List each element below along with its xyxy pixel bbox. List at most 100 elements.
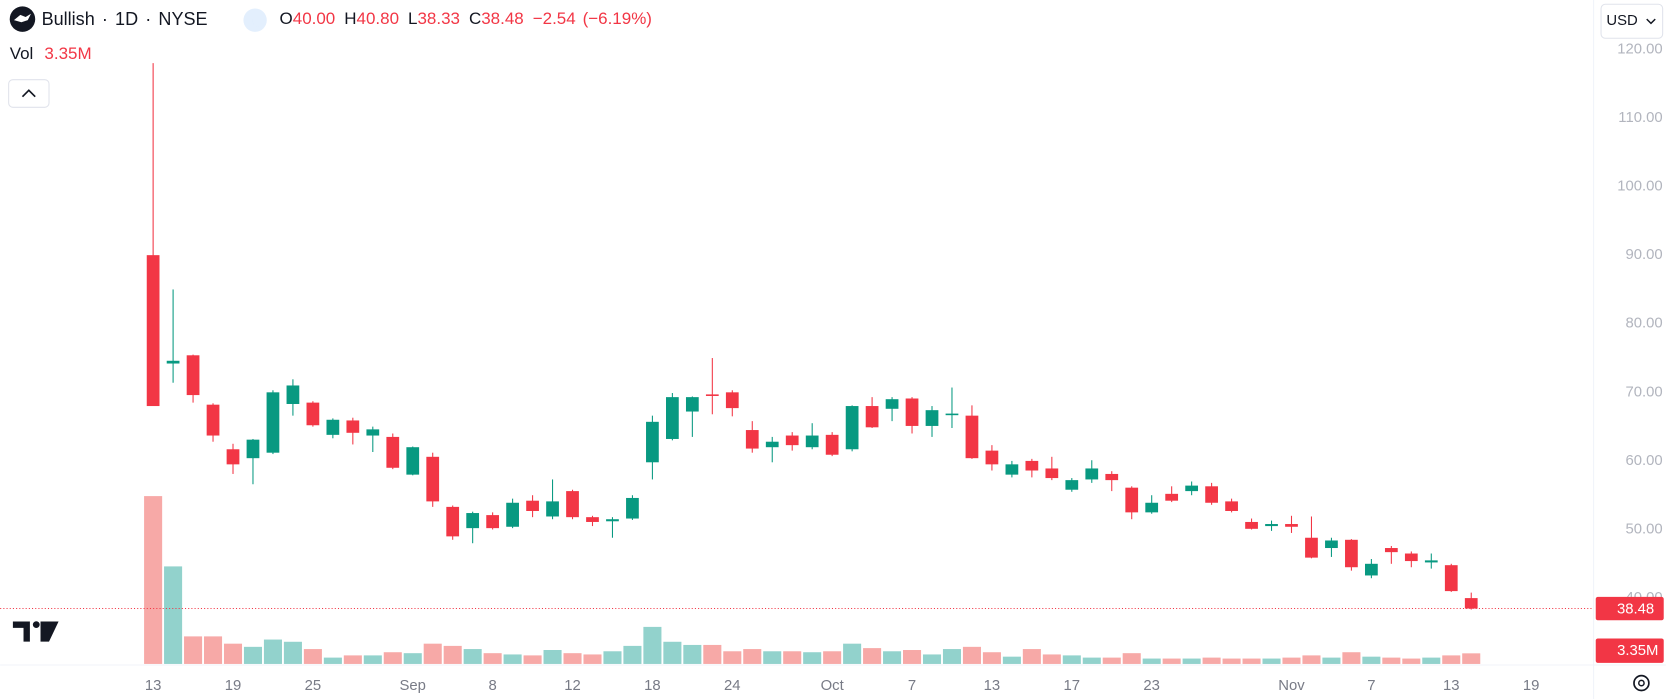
candle-body [785,435,799,446]
volume-bar [1242,658,1261,664]
volume-bar [1122,653,1141,664]
y-tick-label: 110.00 [1618,110,1662,126]
volume-bar [643,626,662,664]
volume-bar [303,649,322,664]
candle-body [186,355,200,396]
x-tick-label: 23 [1143,678,1160,694]
volume-bar [543,650,562,664]
volume-bar [1182,658,1201,664]
tv-logo[interactable] [12,621,59,642]
x-tick-label: Sep [400,678,426,694]
volume-bar [1162,658,1181,664]
x-tick-label: 13 [145,678,162,694]
candle-body [985,450,999,465]
volume-bar [383,652,402,664]
candle-body [306,402,320,426]
symbol-line[interactable]: Bullish · 1D · NYSE [42,9,208,29]
candle-body [526,500,539,511]
volume-bar [323,657,342,664]
candle-body [666,397,679,439]
volume-bar [883,651,902,664]
volume-bar [1322,657,1341,664]
y-tick-label: 50.00 [1625,521,1662,537]
y-tick-label: 90.00 [1625,247,1662,263]
volume-bar [922,654,942,664]
candle-body [426,456,440,502]
candle-body [266,392,280,453]
volume-bar [343,655,362,664]
x-tick-label: 7 [1367,678,1375,694]
candle-body [745,430,759,449]
volume-bar [204,636,223,664]
session-icon[interactable] [243,8,267,32]
volume-bar [1142,658,1161,664]
volume-bar [363,655,382,664]
x-tick-label: 13 [984,678,1001,694]
volume-bar [503,654,522,664]
x-tick-label: 17 [1064,678,1081,694]
volume-bar [1222,658,1241,664]
candle-body [366,429,380,436]
settings-icon[interactable] [1633,674,1650,692]
volume-bar [1102,657,1121,664]
x-tick-label: 19 [1523,678,1540,694]
candle-body [646,421,659,463]
ohlc-readout: O40.00 H40.80 L38.33 C38.48 −2.54 (−6.19… [280,10,652,29]
volume-bar [1042,654,1061,664]
separator: · [102,9,108,29]
candle-body [1105,473,1119,481]
volume-bar [583,654,602,664]
candle-body [506,502,519,527]
x-tick-label: 7 [908,678,916,694]
candle-body [1424,560,1438,563]
volume-bar [423,643,442,664]
settings-icon-center [1638,679,1645,687]
volume-bar [563,653,582,664]
volume-bar [164,566,183,664]
interval[interactable]: 1D [115,9,138,29]
y-tick-label: 70.00 [1625,384,1662,400]
candle-body [326,419,340,435]
candle-body [765,441,779,448]
volume-bar [223,643,243,664]
volume-bar [843,643,862,664]
volume-bar [1022,649,1041,664]
candle-body [1085,468,1099,480]
candle-body [1345,539,1358,568]
x-tick-label: 13 [1443,678,1460,694]
close-key: C [469,10,481,29]
symbol[interactable]: Bullish [42,9,95,29]
exchange[interactable]: NYSE [158,9,207,29]
currency-button[interactable] [1600,3,1664,39]
volume-bar [903,650,922,664]
volume-bar [663,641,682,664]
candle-body [1365,563,1378,576]
open-value: 40.00 [293,10,336,29]
volume-bar [1442,655,1461,664]
collapse-button[interactable] [8,79,50,108]
logo-mark [13,13,31,23]
change: −2.54 [533,10,576,29]
volume-bar [1062,655,1081,664]
last-volume-label: 3.35M [1617,643,1658,659]
x-tick-label: Oct [821,678,845,694]
candle-body [586,517,599,522]
volume-bar [703,644,722,664]
volume-bar [623,645,642,664]
candle-body [1325,540,1338,549]
candle-body [1305,537,1318,558]
volume-bar [743,649,762,664]
volume-bar [763,651,782,664]
volume-bar [1282,657,1301,664]
volume-bar [1302,655,1321,664]
candle-body [805,435,819,448]
x-tick-label: 8 [489,678,497,694]
candle-body [845,406,859,450]
candle-body [1245,521,1258,529]
candle-body [1265,524,1278,527]
volume-name: Vol [10,45,34,64]
candle-body [546,501,559,517]
open-key: O [280,10,293,29]
